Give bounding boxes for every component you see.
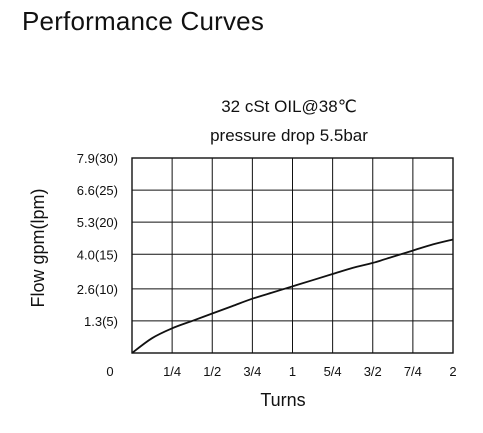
x-tick-label: 5/4 bbox=[324, 364, 342, 379]
chart-subtitle: pressure drop 5.5bar bbox=[210, 126, 368, 145]
tick-labels: 0 1/4 1/2 3/4 1 5/4 3/2 7/4 2 1.3(5) 2.6(10) 4.0(15… bbox=[77, 151, 457, 379]
x-tick-label: 0 bbox=[106, 364, 113, 379]
x-tick-label: 3/2 bbox=[364, 364, 382, 379]
x-tick-label: 3/4 bbox=[243, 364, 261, 379]
y-tick-label: 1.3(5) bbox=[84, 314, 118, 329]
x-tick-label: 1/4 bbox=[163, 364, 181, 379]
page-title: Performance Curves bbox=[22, 6, 265, 36]
chart-title: 32 cSt OIL@38℃ bbox=[221, 97, 357, 116]
y-tick-label: 4.0(15) bbox=[77, 247, 118, 262]
x-tick-label: 2 bbox=[449, 364, 456, 379]
series-line bbox=[131, 238, 454, 354]
x-axis-label: Turns bbox=[260, 390, 305, 410]
y-tick-label: 2.6(10) bbox=[77, 282, 118, 297]
plot-frame bbox=[131, 157, 454, 354]
x-tick-label: 7/4 bbox=[404, 364, 422, 379]
y-axis-label: Flow gpm(lpm) bbox=[28, 188, 48, 307]
x-tick-label: 1/2 bbox=[203, 364, 221, 379]
grid bbox=[132, 158, 453, 353]
y-tick-label: 5.3(20) bbox=[77, 215, 118, 230]
y-tick-label: 6.6(25) bbox=[77, 183, 118, 198]
x-tick-label: 1 bbox=[289, 364, 296, 379]
y-tick-label: 7.9(30) bbox=[77, 151, 118, 166]
